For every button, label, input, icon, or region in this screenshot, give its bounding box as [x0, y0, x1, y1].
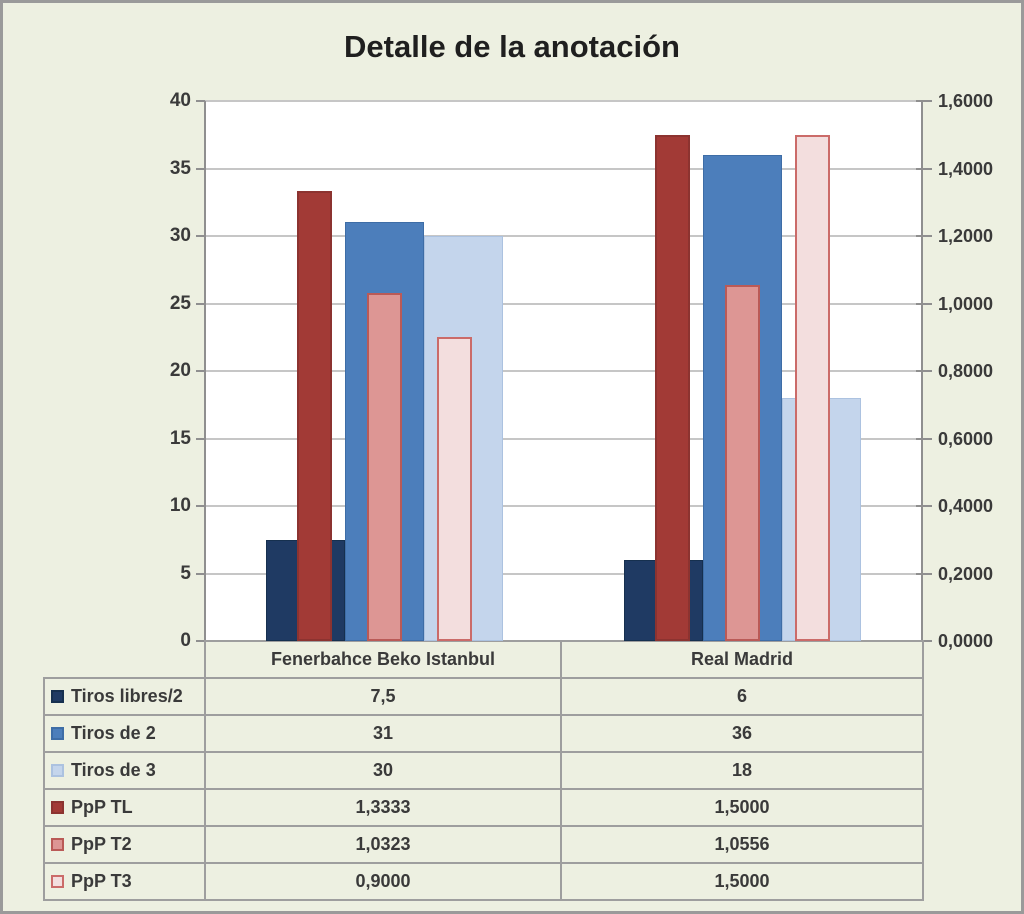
right-axis-tick-label: 0,4000	[938, 496, 994, 516]
right-axis-tick	[916, 505, 932, 507]
right-axis-tick-label: 1,6000	[938, 91, 994, 111]
right-axis-tick	[916, 640, 932, 642]
gridline	[205, 168, 922, 170]
value-cell: 36	[560, 714, 924, 753]
gridline	[205, 505, 922, 507]
value-cell: 6	[560, 677, 924, 716]
left-axis-tick-label: 40	[169, 90, 191, 111]
left-axis-tick-label: 30	[169, 225, 191, 246]
bar-ppp-tl	[655, 135, 690, 641]
left-axis-tick	[196, 438, 205, 440]
table-row: Tiros de 3 30 18	[43, 751, 924, 790]
left-axis-tick-label: 15	[169, 428, 191, 449]
left-axis-tick-label: 0	[180, 630, 191, 651]
right-axis-tick-label: 0,6000	[938, 429, 994, 449]
left-axis-line	[204, 101, 206, 641]
table-row: Tiros de 2 31 36	[43, 714, 924, 753]
value-cell: 7,5	[204, 677, 562, 716]
chart-data-table: Fenerbahce Beko Istanbul Real Madrid Tiros…	[43, 640, 924, 901]
gridline	[205, 235, 922, 237]
value-cell: 18	[560, 751, 924, 790]
category-label: Real Madrid	[560, 640, 924, 679]
chart-title: Detalle de la anotación	[344, 29, 680, 64]
series-label-cell: Tiros libres/2	[43, 677, 206, 716]
left-axis-tick-label: 35	[169, 158, 191, 179]
series-label-cell: PpP TL	[43, 788, 206, 827]
right-axis-tick-label: 0,8000	[938, 361, 994, 381]
right-axis-tick-label: 1,2000	[938, 226, 994, 246]
right-axis-line	[921, 101, 923, 641]
left-axis-tick	[196, 573, 205, 575]
value-cell: 1,0556	[560, 825, 924, 864]
gridline	[205, 100, 922, 102]
right-axis-tick	[916, 438, 932, 440]
value-cell: 1,0323	[204, 825, 562, 864]
right-axis-tick	[916, 100, 932, 102]
right-axis-tick	[916, 573, 932, 575]
table-row: PpP T3 0,9000 1,5000	[43, 862, 924, 901]
series-label-cell: PpP T3	[43, 862, 206, 901]
right-axis-tick	[916, 370, 932, 372]
series-label-cell: PpP T2	[43, 825, 206, 864]
right-axis-tick-label: 0,2000	[938, 564, 994, 584]
category-row: Fenerbahce Beko Istanbul Real Madrid	[44, 640, 924, 679]
left-axis-tick	[196, 505, 205, 507]
legend-key-icon	[51, 764, 64, 777]
category-label: Fenerbahce Beko Istanbul	[204, 640, 562, 679]
gridline	[205, 438, 922, 440]
legend-key-icon	[51, 875, 64, 888]
left-axis-tick	[196, 100, 205, 102]
right-axis-tick-label: 0,0000	[938, 631, 994, 651]
right-axis-tick	[916, 235, 932, 237]
value-cell: 1,5000	[560, 862, 924, 901]
bar-ppp-t2	[725, 285, 760, 641]
left-axis-tick	[196, 640, 205, 642]
legend-key-icon	[51, 727, 64, 740]
left-axis-tick-label: 10	[169, 495, 191, 516]
value-cell: 31	[204, 714, 562, 753]
value-cell: 0,9000	[204, 862, 562, 901]
gridline	[205, 303, 922, 305]
left-axis-tick	[196, 168, 205, 170]
left-axis-tick-label: 20	[169, 360, 191, 381]
right-axis-tick-label: 1,0000	[938, 294, 994, 314]
right-axis-tick-label: 1,4000	[938, 159, 994, 179]
gridline	[205, 573, 922, 575]
bar-ppp-tl	[297, 191, 332, 641]
legend-key-icon	[51, 838, 64, 851]
left-axis-tick	[196, 303, 205, 305]
value-cell: 1,3333	[204, 788, 562, 827]
bar-ppp-t3	[437, 337, 472, 641]
value-cell: 1,5000	[560, 788, 924, 827]
series-label-cell: Tiros de 3	[43, 751, 206, 790]
left-axis-tick-label: 5	[180, 563, 191, 584]
left-axis-tick-label: 25	[169, 293, 191, 314]
value-cell: 30	[204, 751, 562, 790]
right-axis-tick	[916, 168, 932, 170]
left-axis-tick	[196, 370, 205, 372]
table-row: PpP TL 1,3333 1,5000	[43, 788, 924, 827]
series-label-cell: Tiros de 2	[43, 714, 206, 753]
left-axis-tick	[196, 235, 205, 237]
table-row: Tiros libres/2 7,5 6	[43, 677, 924, 716]
legend-key-icon	[51, 690, 64, 703]
bar-ppp-t3	[795, 135, 830, 641]
gridline	[205, 370, 922, 372]
right-axis-tick	[916, 303, 932, 305]
legend-key-icon	[51, 801, 64, 814]
table-row: PpP T2 1,0323 1,0556	[43, 825, 924, 864]
table-corner-blank	[44, 641, 205, 678]
bar-ppp-t2	[367, 293, 402, 641]
